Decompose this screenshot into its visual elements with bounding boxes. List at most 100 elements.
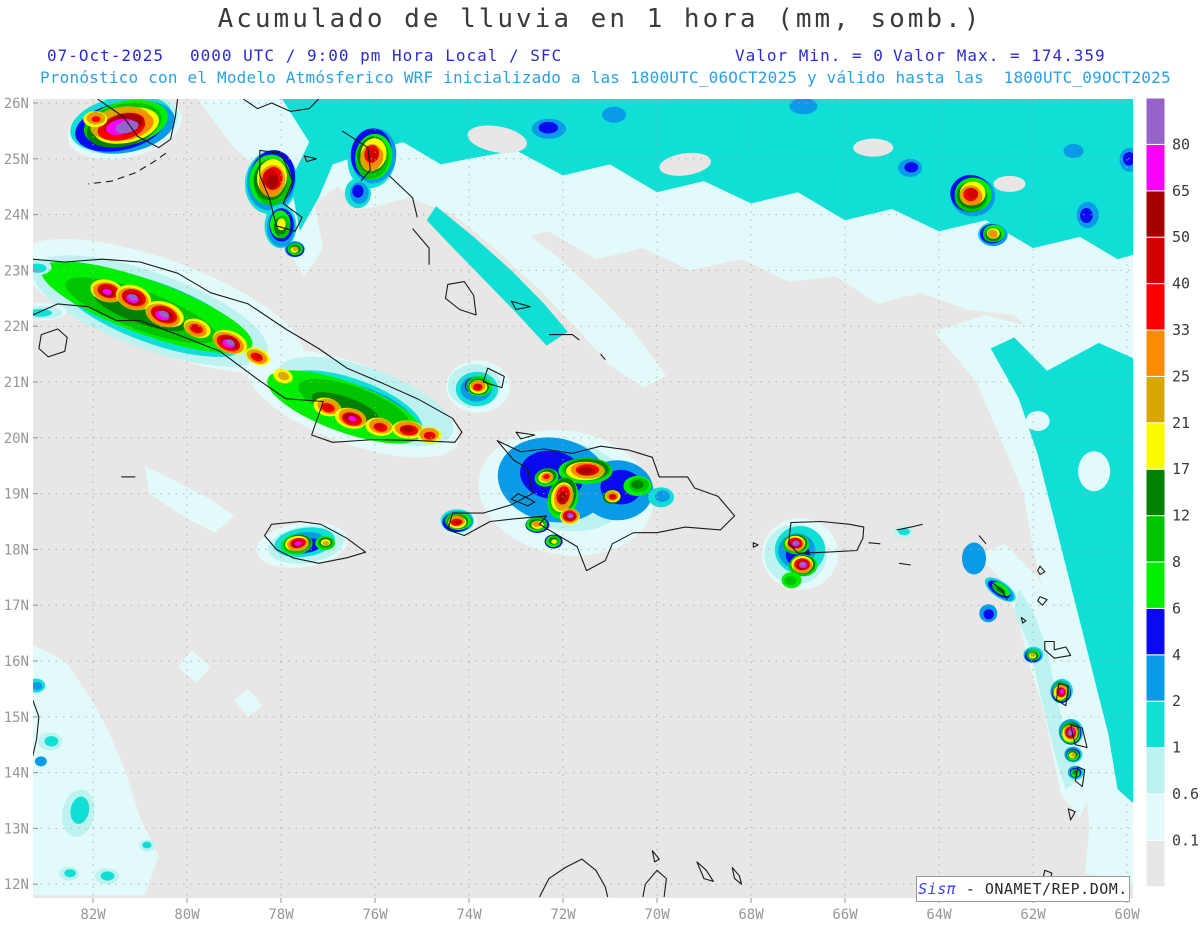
coastline-cat-island [388, 175, 418, 218]
model-info-line: Pronóstico con el Modelo Atmósferico WRF… [40, 68, 1171, 87]
y-tick-label: 20N [4, 431, 29, 447]
rain-cell-ring [277, 371, 290, 381]
rain-cell-ring [567, 514, 573, 519]
rain-cell-ring [367, 148, 379, 162]
value-min-label: Valor Min. = 0 [735, 46, 884, 65]
rain-cell-ring [159, 310, 170, 318]
rain-cell-ring [424, 432, 433, 438]
colorbar-label: 6 [1172, 599, 1181, 617]
rain-cell-ring [1080, 208, 1093, 223]
dry-hole [321, 235, 373, 261]
rain-cell-ring [324, 403, 333, 410]
coastline-caicos [548, 334, 580, 341]
rain-cell-ring [799, 561, 806, 567]
colorbar-label: 0.1 [1172, 831, 1199, 849]
coastline-crooked-acklins [444, 281, 477, 316]
y-tick-label: 24N [4, 208, 29, 224]
x-tick-label: 60W [1114, 907, 1140, 923]
y-tick-label: 13N [4, 821, 29, 837]
colorbar-segment [1145, 329, 1166, 377]
coastline-vieques [868, 542, 881, 545]
rain-cell-ring [602, 106, 626, 123]
y-tick-label: 15N [4, 710, 29, 726]
x-tick-label: 76W [362, 907, 388, 923]
coastline-gonave [510, 493, 536, 507]
rain-cell-ring [374, 423, 384, 430]
rain-area [426, 206, 568, 346]
coastline-jamaica [264, 520, 367, 564]
coastline-paraguana [642, 869, 667, 898]
rain-cell-ring [277, 218, 286, 231]
coastline-montserrat [1020, 616, 1027, 624]
coastline-mona [752, 542, 759, 548]
y-tick-label: 25N [4, 152, 29, 168]
rain-cell-ring [33, 682, 43, 691]
colorbar-segment [1145, 515, 1166, 563]
y-tick-label: 23N [4, 263, 29, 279]
rain-area [144, 465, 234, 533]
rain-cell-ring [100, 871, 115, 881]
value-max-label: Valor Max. = 174.359 [893, 46, 1106, 65]
rain-cell-ring [533, 521, 541, 526]
colorbar-segment [1145, 793, 1166, 841]
colorbar-label: 1 [1172, 739, 1181, 757]
rain-cell-ring [64, 869, 76, 878]
rain-cell-ring [983, 609, 994, 620]
colorbar-segment [1145, 839, 1166, 888]
sispi-logo: Sisπ [918, 880, 957, 898]
colorbar-segment [1145, 700, 1166, 749]
colorbar-label: 40 [1172, 275, 1190, 293]
rain-cell-ring [33, 309, 52, 317]
colorbar-segment [1145, 97, 1166, 145]
coastline-mayaguana [510, 300, 531, 311]
colorbar-segment [1145, 747, 1166, 795]
coastline-turks [600, 353, 606, 361]
rain-cell-ring [403, 426, 414, 432]
colorbar-segment [1145, 468, 1166, 517]
rain-cell-ring [352, 184, 364, 198]
colorbar-label: 0.6 [1172, 785, 1199, 803]
rain-cell-ring [475, 384, 483, 390]
coastline-bonaire [731, 866, 743, 885]
rain-cell-ring [44, 736, 59, 747]
coastline-central-america-coast [33, 699, 40, 757]
x-tick-label: 82W [80, 907, 106, 923]
colorbar-label: 21 [1172, 414, 1190, 432]
rain-cell-ring [34, 756, 47, 767]
colorbar-label: 50 [1172, 228, 1190, 246]
colorbar-label: 33 [1172, 321, 1190, 339]
rain-area [33, 644, 159, 896]
rain-cell-ring [579, 466, 593, 474]
y-tick-label: 16N [4, 654, 29, 670]
x-tick-label: 62W [1020, 907, 1046, 923]
rain-cell-ring [322, 541, 330, 546]
coastline-dominica [1055, 682, 1069, 707]
x-tick-label: 70W [644, 907, 670, 923]
dry-hole [1078, 451, 1111, 492]
rain-cell-ring [990, 232, 998, 238]
coastline-tortuga [515, 431, 536, 440]
colorbar-segment [1145, 422, 1166, 470]
coastline-cuba [33, 258, 463, 443]
dry-hole [1025, 411, 1050, 432]
coastline-st-croix [899, 562, 911, 566]
y-tick-label: 18N [4, 542, 29, 558]
y-tick-label: 17N [4, 598, 29, 614]
rain-area [234, 688, 263, 717]
rain-field [33, 99, 1133, 898]
rain-cell-ring [91, 116, 101, 123]
colorbar-label: 2 [1172, 692, 1181, 710]
coastline-puerto-rico [788, 520, 865, 554]
x-tick-label: 66W [832, 907, 858, 923]
coastline-aruba [651, 850, 660, 863]
coastline-eleuthera [341, 130, 371, 182]
colorbar-segment [1145, 190, 1166, 238]
coastline-antigua [1037, 596, 1048, 606]
rain-cell-ring [454, 519, 463, 525]
rain-cell-ring [294, 541, 302, 546]
rain-cell-ring [1059, 688, 1065, 695]
rain-cell-ring [102, 288, 112, 295]
rain-cell-ring [967, 188, 978, 199]
page-title: Acumulado de lluvia en 1 hora (mm, somb.… [217, 4, 983, 34]
dry-hole [993, 175, 1026, 192]
